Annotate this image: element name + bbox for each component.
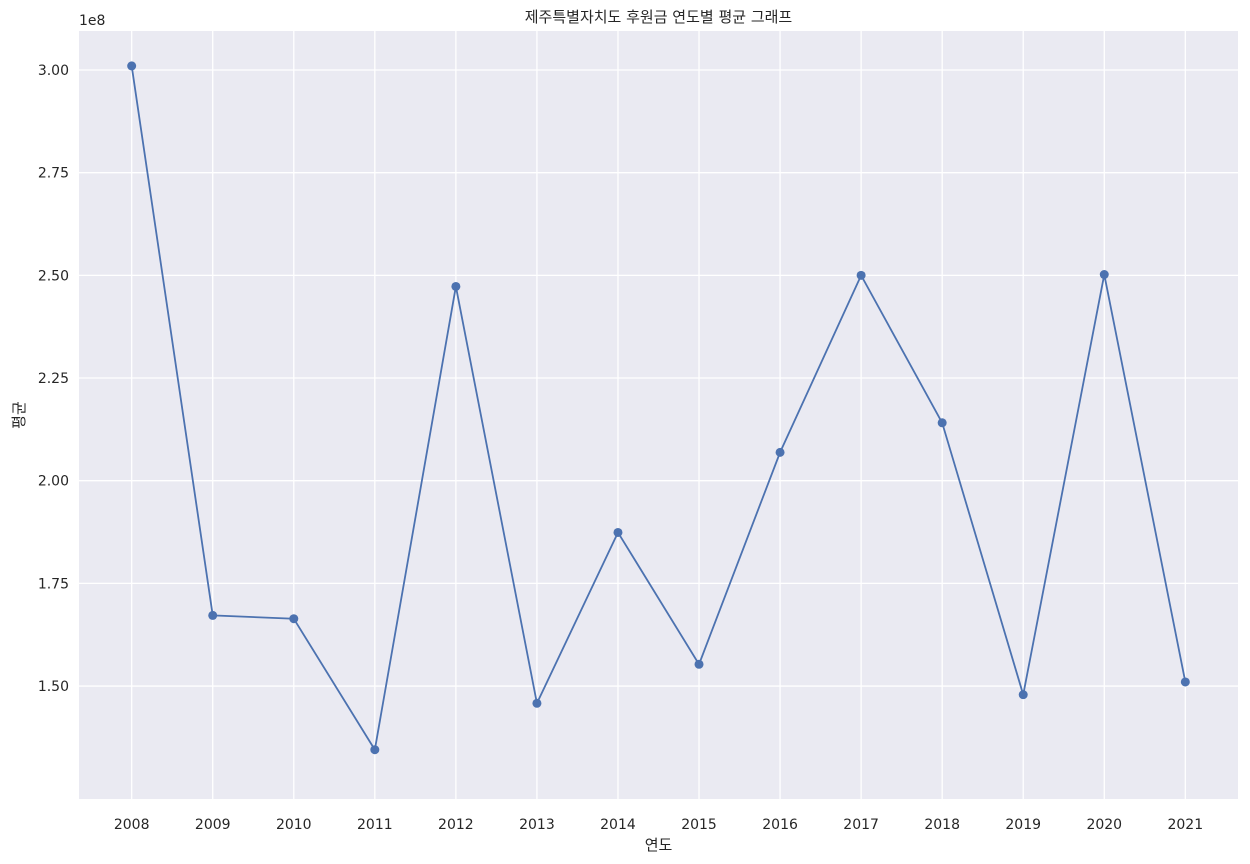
x-tick-label: 2020 <box>1086 817 1122 833</box>
y-tick-label: 1.75 <box>38 576 69 592</box>
y-tick-label: 2.00 <box>38 474 69 490</box>
data-point <box>694 659 704 669</box>
x-tick-label: 2018 <box>924 817 960 833</box>
data-point <box>937 418 947 428</box>
x-tick-labels: 2008 2009 2010 2011 2012 2013 2014 2015 2016 2017… <box>114 817 1203 833</box>
series-line <box>130 65 1187 753</box>
data-point <box>613 527 623 537</box>
y-tick-label: 2.50 <box>38 268 69 284</box>
data-point <box>1099 270 1109 280</box>
y-tick-labels: 1.50 1.75 2.00 2.25 2.50 2.75 3.00 <box>38 63 69 695</box>
series-group <box>127 61 1190 755</box>
x-tick-label: 2017 <box>843 817 879 833</box>
x-tick-label: 2008 <box>114 817 150 833</box>
data-point <box>775 447 785 457</box>
x-tick-label: 2009 <box>195 817 231 833</box>
x-tick-label: 2013 <box>519 817 555 833</box>
data-point <box>1180 677 1190 687</box>
x-tick-label: 2015 <box>681 817 717 833</box>
y-tick-label: 2.75 <box>38 166 69 182</box>
y-gridlines <box>79 69 1238 687</box>
chart-title: 제주특별자치도 후원금 연도별 평균 그래프 <box>525 8 793 26</box>
x-tick-label: 2012 <box>438 817 474 833</box>
data-point <box>289 614 299 624</box>
y-axis-offset-label: 1e8 <box>79 13 105 29</box>
x-tick-label: 2021 <box>1167 817 1203 833</box>
data-point <box>451 281 461 291</box>
y-axis-label: 평균 <box>10 401 28 429</box>
x-gridlines <box>131 31 1186 799</box>
data-point <box>370 745 380 755</box>
x-tick-label: 2016 <box>762 817 798 833</box>
data-point <box>208 610 218 620</box>
data-point <box>127 61 137 71</box>
y-tick-label: 2.25 <box>38 371 69 387</box>
data-point <box>1018 690 1028 700</box>
x-axis-label: 연도 <box>645 836 673 854</box>
plot-area <box>79 31 1238 799</box>
y-tick-label: 1.50 <box>38 679 69 695</box>
x-tick-label: 2019 <box>1005 817 1041 833</box>
data-point <box>532 698 542 708</box>
x-tick-label: 2011 <box>357 817 393 833</box>
x-tick-label: 2014 <box>600 817 636 833</box>
y-tick-label: 3.00 <box>38 63 69 79</box>
data-point <box>856 270 866 280</box>
x-tick-label: 2010 <box>276 817 312 833</box>
